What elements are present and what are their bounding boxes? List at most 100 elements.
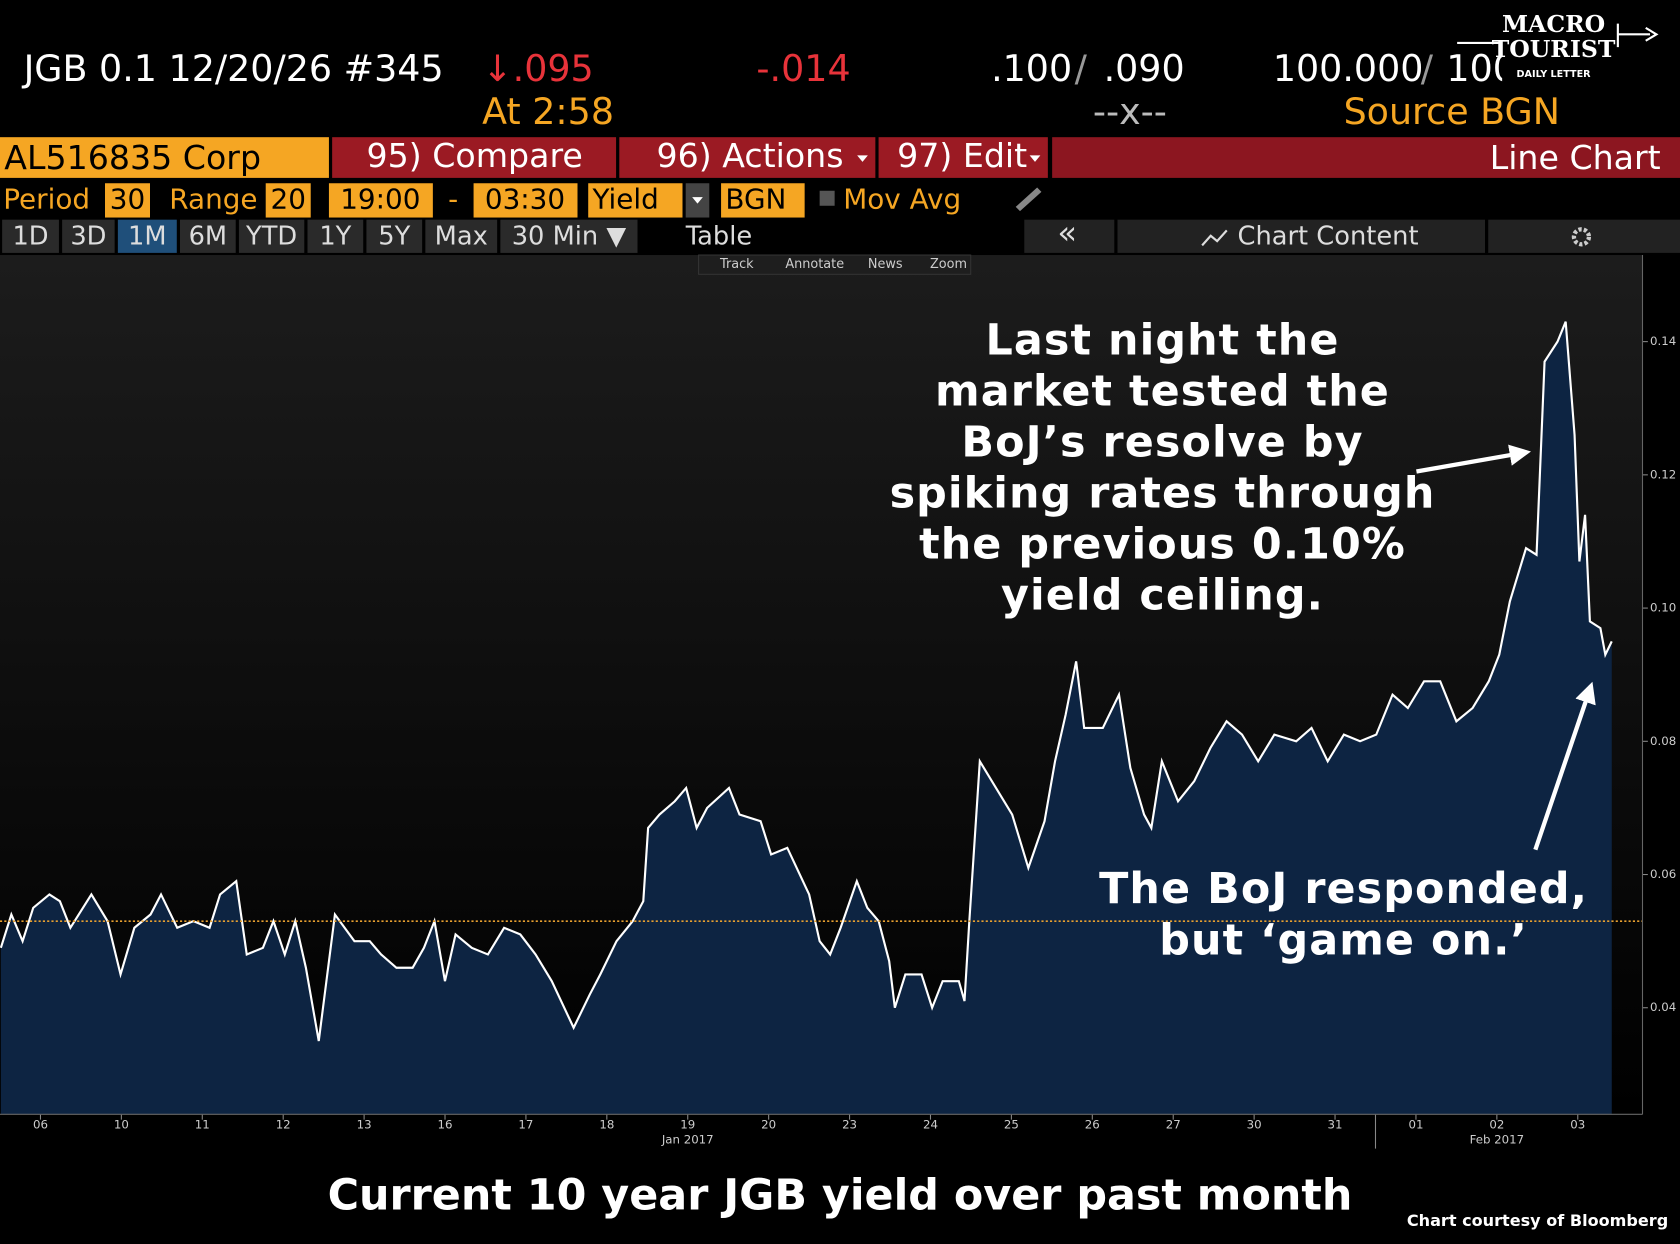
period[interactable]: 30	[110, 182, 145, 215]
logo-text: MACRO	[1502, 10, 1605, 38]
ticker-box[interactable]	[0, 137, 329, 178]
annotation: spiking rates through	[890, 468, 1436, 518]
x-tick-label: 02	[1489, 1118, 1504, 1132]
ask: .090	[1104, 47, 1185, 90]
tab-label[interactable]: 30 Min ▼	[512, 221, 627, 251]
separator: /	[1075, 47, 1088, 90]
edit-label[interactable]: 97) Edit	[897, 136, 1027, 175]
range-label: Range	[169, 182, 257, 215]
actions-button[interactable]	[619, 137, 876, 178]
end-time[interactable]: 03:30	[485, 182, 565, 215]
field-box[interactable]	[328, 183, 433, 218]
range[interactable]: 20	[270, 182, 305, 215]
field-box[interactable]	[721, 183, 805, 218]
security: JGB 0.1 12/20/26 #345	[22, 47, 444, 90]
settings-button[interactable]	[1488, 219, 1680, 253]
x-tick-label: 25	[1004, 1118, 1019, 1132]
logo-text: DAILY LETTER	[1517, 69, 1592, 80]
source: Source BGN	[1344, 90, 1560, 133]
tab[interactable]	[180, 219, 236, 253]
x-tick-label: 20	[761, 1118, 776, 1132]
tool-button[interactable]: Track	[719, 257, 754, 272]
x-tick-label: 17	[518, 1118, 533, 1132]
content-button[interactable]	[1117, 219, 1486, 253]
checkbox[interactable]	[819, 190, 835, 206]
y-tick-label: 0.10	[1650, 601, 1676, 615]
y-tick-label: 0.14	[1650, 334, 1676, 348]
x-tick-label: 06	[33, 1118, 48, 1132]
tab[interactable]	[500, 219, 638, 253]
x-tick-label: 16	[438, 1118, 453, 1132]
chart-type: Line Chart	[1490, 138, 1661, 177]
table-tab[interactable]	[670, 219, 1020, 253]
tool-bar	[698, 254, 972, 275]
x-tick-label: 12	[276, 1118, 291, 1132]
tool-button[interactable]: News	[868, 257, 903, 272]
logo-text: TOURIST	[1492, 35, 1616, 63]
ticker[interactable]: AL516835 Corp	[4, 138, 261, 177]
x-tick-label: 24	[923, 1118, 938, 1132]
start-time[interactable]: 19:00	[340, 182, 420, 215]
tab[interactable]	[366, 219, 423, 253]
tab[interactable]	[307, 219, 364, 253]
mov-avg[interactable]: Mov Avg	[843, 182, 961, 215]
pencil-icon[interactable]	[1015, 187, 1042, 212]
credit: Chart courtesy of Bloomberg	[1407, 1211, 1668, 1230]
area	[0, 321, 1612, 1115]
field-box[interactable]	[265, 183, 311, 218]
x-tick-label: 11	[195, 1118, 210, 1132]
tool-button[interactable]: Annotate	[785, 257, 844, 272]
net-change: -.014	[756, 47, 850, 90]
field-box[interactable]	[588, 183, 683, 218]
caption: Current 10 year JGB yield over past mont…	[328, 1170, 1353, 1220]
line	[0, 321, 1613, 1042]
tab[interactable]	[425, 219, 498, 253]
edit-button[interactable]	[878, 137, 1048, 178]
y-tick-label: 0.06	[1650, 867, 1676, 881]
dropdown-arrow	[1029, 155, 1041, 162]
annotation: The BoJ responded,	[1099, 864, 1588, 914]
compare-button[interactable]	[332, 137, 617, 178]
tab[interactable]	[62, 219, 115, 253]
tab-label[interactable]: YTD	[245, 221, 297, 251]
tool-button[interactable]: Zoom	[930, 257, 967, 272]
tab-label[interactable]: 5Y	[378, 221, 410, 251]
month-label: Jan 2017	[661, 1133, 714, 1147]
collapse-button[interactable]	[1024, 219, 1115, 253]
x-tick-label: 27	[1166, 1118, 1181, 1132]
title-bar	[1052, 137, 1680, 178]
field[interactable]: Yield	[592, 182, 659, 215]
tab-label[interactable]: 1D	[12, 221, 48, 251]
field-box[interactable]	[105, 183, 150, 218]
tab-label[interactable]: Max	[435, 221, 488, 251]
tab-label[interactable]: 6M	[189, 221, 228, 251]
x-tick-label: 10	[114, 1118, 129, 1132]
content-label[interactable]: Chart Content	[1238, 221, 1419, 251]
time: At 2:58	[482, 90, 614, 133]
price-bid: 100.000	[1273, 47, 1424, 90]
dropdown-arrow	[857, 155, 868, 162]
field-box[interactable]	[473, 183, 578, 218]
source-field[interactable]: BGN	[725, 182, 786, 215]
tab[interactable]	[117, 219, 177, 253]
gear-icon	[1571, 227, 1592, 247]
compare-label[interactable]: 95) Compare	[366, 136, 582, 175]
tab[interactable]	[238, 219, 305, 253]
tab[interactable]	[2, 219, 59, 253]
dash: -	[448, 182, 458, 215]
tab-label[interactable]: 3D	[70, 221, 106, 251]
annotation-arrow	[1533, 681, 1596, 851]
actions-label[interactable]: 96) Actions	[656, 136, 843, 175]
x-tick-label: 26	[1085, 1118, 1100, 1132]
x-tick-label: 31	[1328, 1118, 1343, 1132]
period-label: Period	[3, 182, 90, 215]
logo: MACRO TOURIST DAILY LETTER	[1457, 8, 1659, 86]
annotation: Last night the	[986, 315, 1340, 365]
annotation: but ‘game on.’	[1159, 915, 1528, 965]
tab-label[interactable]: 1Y	[319, 221, 351, 251]
collapse-label[interactable]: «	[1057, 214, 1077, 252]
bid: .100	[991, 47, 1072, 90]
table-label[interactable]: Table	[685, 221, 752, 251]
annotation: yield ceiling.	[1001, 570, 1324, 620]
tab-label[interactable]: 1M	[128, 221, 167, 251]
